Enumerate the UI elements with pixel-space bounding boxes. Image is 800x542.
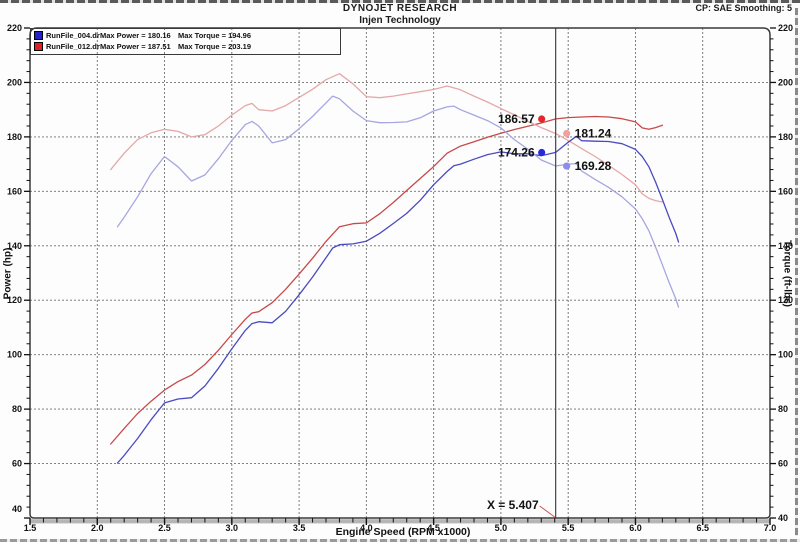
legend-swatch-blue bbox=[34, 31, 43, 40]
y-tick-label-left: 200 bbox=[7, 77, 22, 87]
x-tick-label: 4.5 bbox=[427, 523, 440, 533]
legend-file-name: RunFile_004.drf bbox=[46, 31, 100, 40]
x-tick-label: 2.0 bbox=[91, 523, 104, 533]
y-tick-label-right: 200 bbox=[778, 77, 793, 87]
x-axis-line bbox=[29, 513, 771, 519]
legend-file-name: RunFile_012.drf bbox=[46, 42, 100, 51]
legend-max-power: Max Power = 187.51 bbox=[100, 42, 171, 51]
report-title: DYNOJET RESEARCH bbox=[342, 3, 458, 14]
y-tick-label-right: 60 bbox=[778, 459, 788, 469]
cursor-marker-runfile012-torque bbox=[563, 129, 571, 138]
legend-swatch-red bbox=[34, 42, 43, 51]
legend-max-power: Max Power = 180.16 bbox=[100, 31, 171, 40]
cursor-value-runfile004-torque: 169.28 bbox=[575, 159, 612, 173]
y-tick-label-left: 100 bbox=[7, 350, 22, 360]
x-tick-label: 2.5 bbox=[158, 523, 171, 533]
y-axis-title-torque: Torque (ft-lbs) bbox=[781, 239, 793, 308]
page-edge-bottom-decoration bbox=[0, 539, 800, 542]
legend-max-torque: Max Torque = 203.19 bbox=[178, 42, 252, 51]
curve-runfile004-power bbox=[116, 135, 680, 464]
cursor-value-runfile012-torque: 181.24 bbox=[575, 127, 612, 141]
correction-smoothing-info: CP: SAE Smoothing: 5 bbox=[695, 3, 793, 13]
cursor-x-label: X = 5.407 bbox=[487, 498, 539, 512]
x-tick-label: 5.0 bbox=[495, 523, 508, 533]
y-tick-label-left: 40 bbox=[12, 504, 22, 514]
page-edge-top-decoration bbox=[0, 0, 800, 3]
x-tick-label: 5.5 bbox=[562, 523, 575, 533]
y-tick-label-right: 220 bbox=[778, 23, 793, 33]
x-tick-label: 6.0 bbox=[629, 523, 642, 533]
curve-runfile012-torque bbox=[110, 73, 664, 203]
report-subtitle: Injen Technology bbox=[359, 15, 441, 26]
y-tick-label-right: 120 bbox=[778, 295, 793, 305]
x-tick-label: 4.0 bbox=[360, 523, 373, 533]
cursor-pointer-line bbox=[539, 505, 555, 518]
x-tick-label: 7.0 bbox=[764, 523, 777, 533]
x-tick-label: 3.5 bbox=[293, 523, 306, 533]
legend-max-torque: Max Torque = 194.96 bbox=[178, 31, 252, 40]
cursor-marker-runfile004-torque bbox=[563, 162, 571, 170]
y-tick-label-left: 80 bbox=[12, 404, 22, 414]
legend: RunFile_004.drf Max Power = 180.16 Max T… bbox=[30, 28, 341, 55]
y-tick-label-right: 100 bbox=[778, 350, 793, 360]
legend-row-runfile004: RunFile_004.drf Max Power = 180.16 Max T… bbox=[33, 30, 340, 41]
legend-row-runfile012: RunFile_012.drf Max Power = 187.51 Max T… bbox=[33, 41, 340, 52]
cursor-value-runfile004-power: 174.26 bbox=[498, 146, 535, 160]
y-tick-label-right: 80 bbox=[778, 404, 788, 414]
x-tick-label: 3.0 bbox=[226, 523, 239, 533]
page-edge-right-decoration bbox=[795, 8, 798, 536]
curve-runfile004-torque bbox=[116, 95, 680, 308]
x-tick-label: 6.5 bbox=[696, 523, 709, 533]
plot-border bbox=[29, 27, 771, 514]
y-tick-label-right: 140 bbox=[778, 241, 793, 251]
y-tick-label-left: 120 bbox=[7, 295, 22, 305]
y-tick-label-right: 180 bbox=[778, 132, 793, 142]
curve-runfile012-power bbox=[110, 115, 664, 445]
cursor-marker-runfile004-power bbox=[538, 148, 546, 157]
x-axis-title: Engine Speed (RPM x1000) bbox=[335, 526, 471, 538]
y-tick-label-right: 40 bbox=[778, 513, 788, 523]
y-axis-title-power: Power (hp) bbox=[2, 247, 14, 300]
cursor-value-runfile012-power: 186.57 bbox=[498, 112, 535, 126]
y-tick-label-left: 220 bbox=[7, 23, 22, 33]
x-tick-label: 1.5 bbox=[24, 523, 37, 533]
cursor-marker-runfile012-power bbox=[538, 115, 546, 123]
y-tick-label-left: 140 bbox=[7, 241, 22, 251]
y-tick-label-right: 160 bbox=[778, 186, 793, 196]
y-tick-label-left: 60 bbox=[12, 459, 22, 469]
y-tick-label-left: 180 bbox=[7, 132, 22, 142]
x-axis-bar bbox=[30, 519, 770, 524]
y-tick-label-left: 160 bbox=[7, 186, 22, 196]
